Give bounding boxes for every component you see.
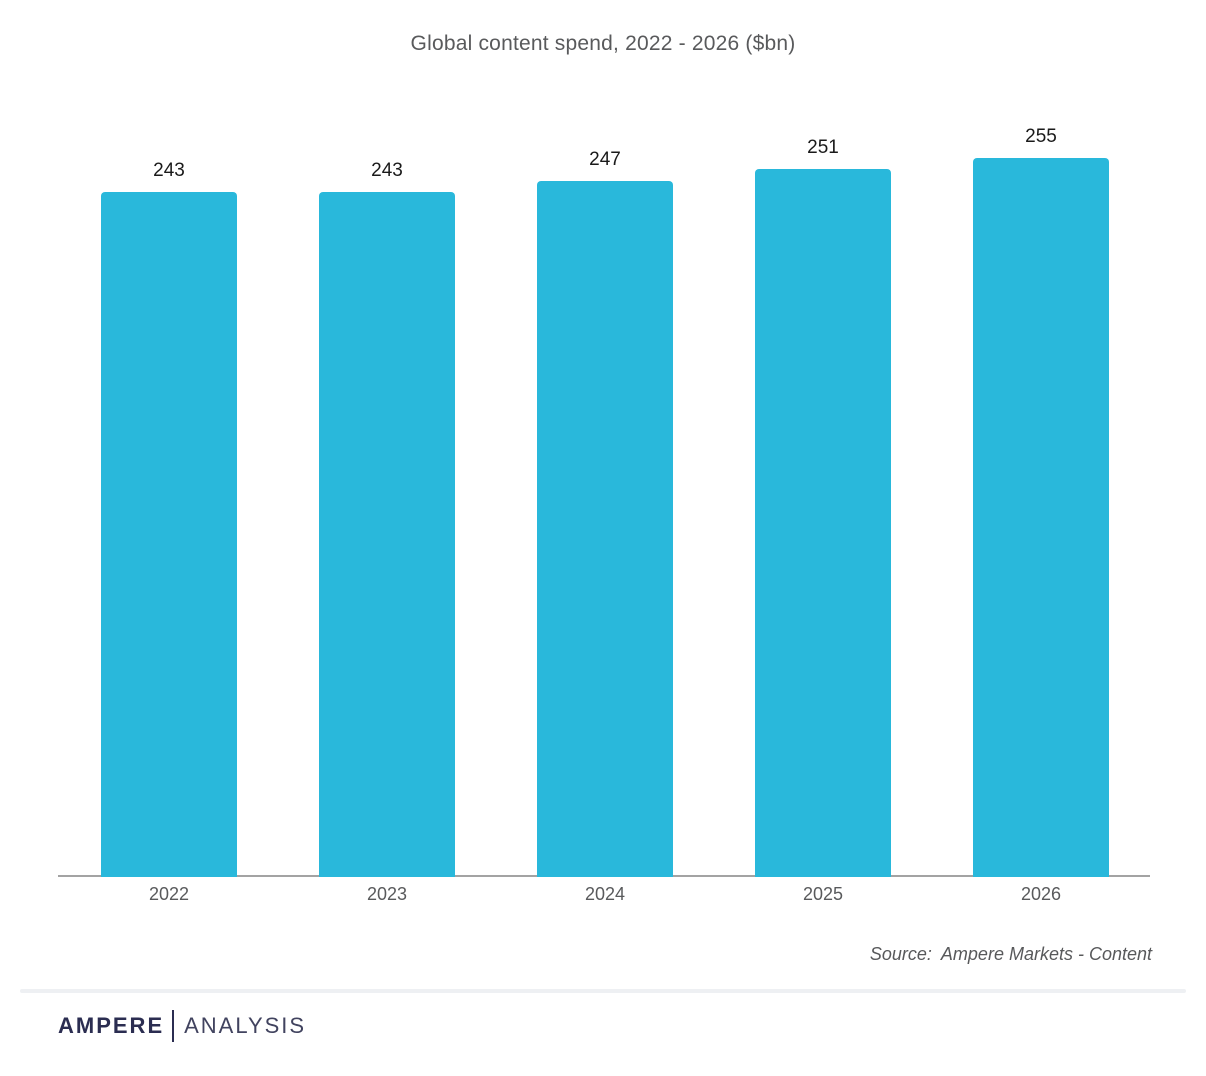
x-tick-label-2025: 2025 xyxy=(802,884,844,904)
source-line: Source: Ampere Markets - Content xyxy=(870,944,1152,965)
bar-group-2024: 247 xyxy=(537,0,673,877)
bar-value-label-2026: 255 xyxy=(1025,126,1057,147)
brand-name-primary: AMPERE xyxy=(58,1013,165,1038)
x-axis-labels: 2022 2023 2024 2025 2026 xyxy=(0,884,1206,910)
x-tick-label-2024: 2024 xyxy=(584,884,626,904)
bar-2025 xyxy=(755,169,891,877)
bar-2026 xyxy=(973,158,1109,877)
x-tick-label-2023: 2023 xyxy=(366,884,408,904)
footer-divider xyxy=(20,989,1186,993)
bar-2024 xyxy=(537,181,673,877)
chart-title: Global content spend, 2022 - 2026 ($bn) xyxy=(410,32,796,55)
source-prefix: Source: xyxy=(869,944,932,964)
bar-value-label-2023: 243 xyxy=(371,160,403,181)
bar-value-label-2024: 247 xyxy=(589,149,621,170)
bar-value-label-2022: 243 xyxy=(153,160,185,181)
source-text: Ampere Markets - Content xyxy=(940,944,1152,964)
x-tick-label-2026: 2026 xyxy=(1020,884,1062,904)
bar-group-2022: 243 xyxy=(101,0,237,877)
brand-name-secondary: ANALYSIS xyxy=(184,1013,307,1038)
x-tick-label-2022: 2022 xyxy=(148,884,190,904)
bar-2023 xyxy=(319,192,455,877)
bar-2022 xyxy=(101,192,237,877)
bar-group-2023: 243 xyxy=(319,0,455,877)
brand-separator-bar xyxy=(172,1010,175,1042)
bar-value-label-2025: 251 xyxy=(807,137,839,158)
plot-area: 243 243 247 251 255 xyxy=(58,0,1150,877)
bar-group-2025: 251 xyxy=(755,0,891,877)
bar-group-2026: 255 xyxy=(973,0,1109,877)
brand-logo: AMPERE ANALYSIS xyxy=(58,1010,306,1042)
